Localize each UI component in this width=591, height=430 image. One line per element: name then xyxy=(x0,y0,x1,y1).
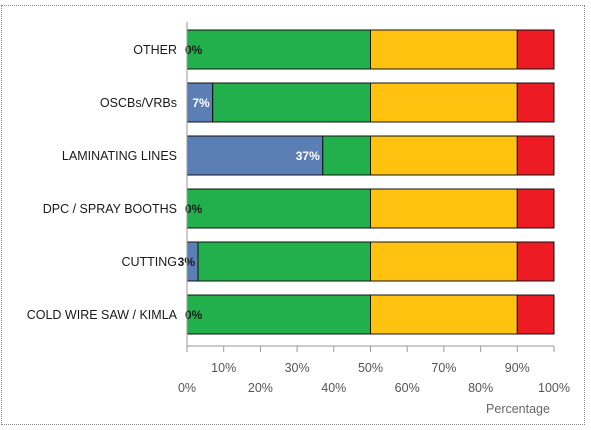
data-label-dpc-spray-booths: 0% xyxy=(185,202,203,216)
category-label-cold-wire-saw-kimla: COLD WIRE SAW / KIMLA xyxy=(27,308,178,322)
category-label-dpc-spray-booths: DPC / SPRAY BOOTHS xyxy=(43,202,177,216)
x-tick-label-80: 80% xyxy=(468,381,493,395)
x-tick-label-100: 100% xyxy=(538,381,570,395)
bar-laminating-lines-segment-1 xyxy=(186,135,324,176)
x-tick-label-0: 0% xyxy=(178,381,196,395)
bar-dpc-spray-booths-segment-4 xyxy=(516,188,555,229)
bars-layer: 0%7%37%0%3%0% xyxy=(178,29,555,335)
bar-oscbs-vrbs-segment-3 xyxy=(370,82,518,123)
bar-cutting-segment-4 xyxy=(516,241,555,282)
category-label-oscbs-vrbs: OSCBs/VRBs xyxy=(100,96,177,110)
x-tick-label-60: 60% xyxy=(395,381,420,395)
category-labels: OTHER OSCBs/VRBs LAMINATING LINES DPC / SPR… xyxy=(27,43,178,322)
x-axis: 0% 20% 40% 60% 80% 100% 10% 30% 50% 70% 90% xyxy=(178,22,570,395)
category-label-laminating-lines: LAMINATING LINES xyxy=(62,149,177,163)
bar-laminating-lines-segment-4 xyxy=(516,135,555,176)
chart-frame xyxy=(1,5,585,425)
bar-cutting-segment-2 xyxy=(197,241,371,282)
bar-dpc-spray-booths-segment-3 xyxy=(370,188,518,229)
x-tick-label-70: 70% xyxy=(431,361,456,375)
category-label-other: OTHER xyxy=(133,43,177,57)
data-label-oscbs-vrbs: 7% xyxy=(192,96,210,110)
x-axis-title: Percentage xyxy=(486,402,550,416)
x-tick-label-50: 50% xyxy=(358,361,383,375)
bar-laminating-lines-segment-3 xyxy=(370,135,518,176)
data-label-laminating-lines: 37% xyxy=(296,149,320,163)
x-tick-label-90: 90% xyxy=(505,361,530,375)
x-tick-label-10: 10% xyxy=(211,361,236,375)
bar-other-segment-4 xyxy=(516,29,555,70)
bar-cold-wire-saw-kimla-segment-4 xyxy=(516,294,555,335)
x-tick-label-30: 30% xyxy=(285,361,310,375)
bar-cold-wire-saw-kimla-segment-3 xyxy=(370,294,518,335)
x-tick-label-20: 20% xyxy=(248,381,273,395)
bar-cutting-segment-3 xyxy=(370,241,518,282)
bar-oscbs-vrbs-segment-2 xyxy=(212,82,371,123)
data-label-other: 0% xyxy=(185,43,203,57)
bar-laminating-lines-segment-2 xyxy=(322,135,372,176)
bar-dpc-spray-booths-segment-2 xyxy=(186,188,371,229)
x-tick-label-40: 40% xyxy=(321,381,346,395)
bar-oscbs-vrbs-segment-4 xyxy=(516,82,555,123)
bar-other-segment-2 xyxy=(186,29,371,70)
category-label-cutting: CUTTING xyxy=(121,255,177,269)
data-label-cold-wire-saw-kimla: 0% xyxy=(185,308,203,322)
bar-other-segment-3 xyxy=(370,29,518,70)
bar-cold-wire-saw-kimla-segment-2 xyxy=(186,294,371,335)
